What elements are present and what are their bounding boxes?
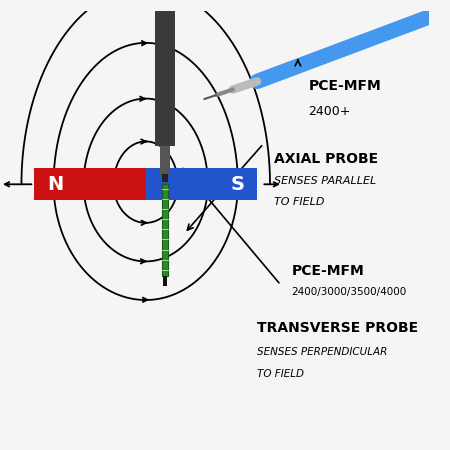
Text: 2400+: 2400+ [309,105,351,118]
Text: N: N [47,175,63,194]
Bar [155,11,176,146]
Text: 2400/3000/3500/4000: 2400/3000/3500/4000 [292,287,407,297]
Text: TO FIELD: TO FIELD [274,197,325,207]
Text: TRANSVERSE PROBE: TRANSVERSE PROBE [257,321,418,335]
Text: PCE-MFM: PCE-MFM [292,264,364,278]
Bar [146,168,257,200]
Text: S: S [230,175,244,194]
Text: TO FIELD: TO FIELD [257,369,304,378]
Text: PCE-MFM: PCE-MFM [309,79,381,93]
Bar [163,276,167,286]
Bar [34,168,146,200]
Text: SENSES PERPENDICULAR: SENSES PERPENDICULAR [257,347,387,357]
Bar [162,184,168,276]
Text: SENSES PARALLEL: SENSES PARALLEL [274,176,377,186]
Bar [162,175,167,182]
Bar [160,146,171,176]
Text: AXIAL PROBE: AXIAL PROBE [274,152,378,166]
